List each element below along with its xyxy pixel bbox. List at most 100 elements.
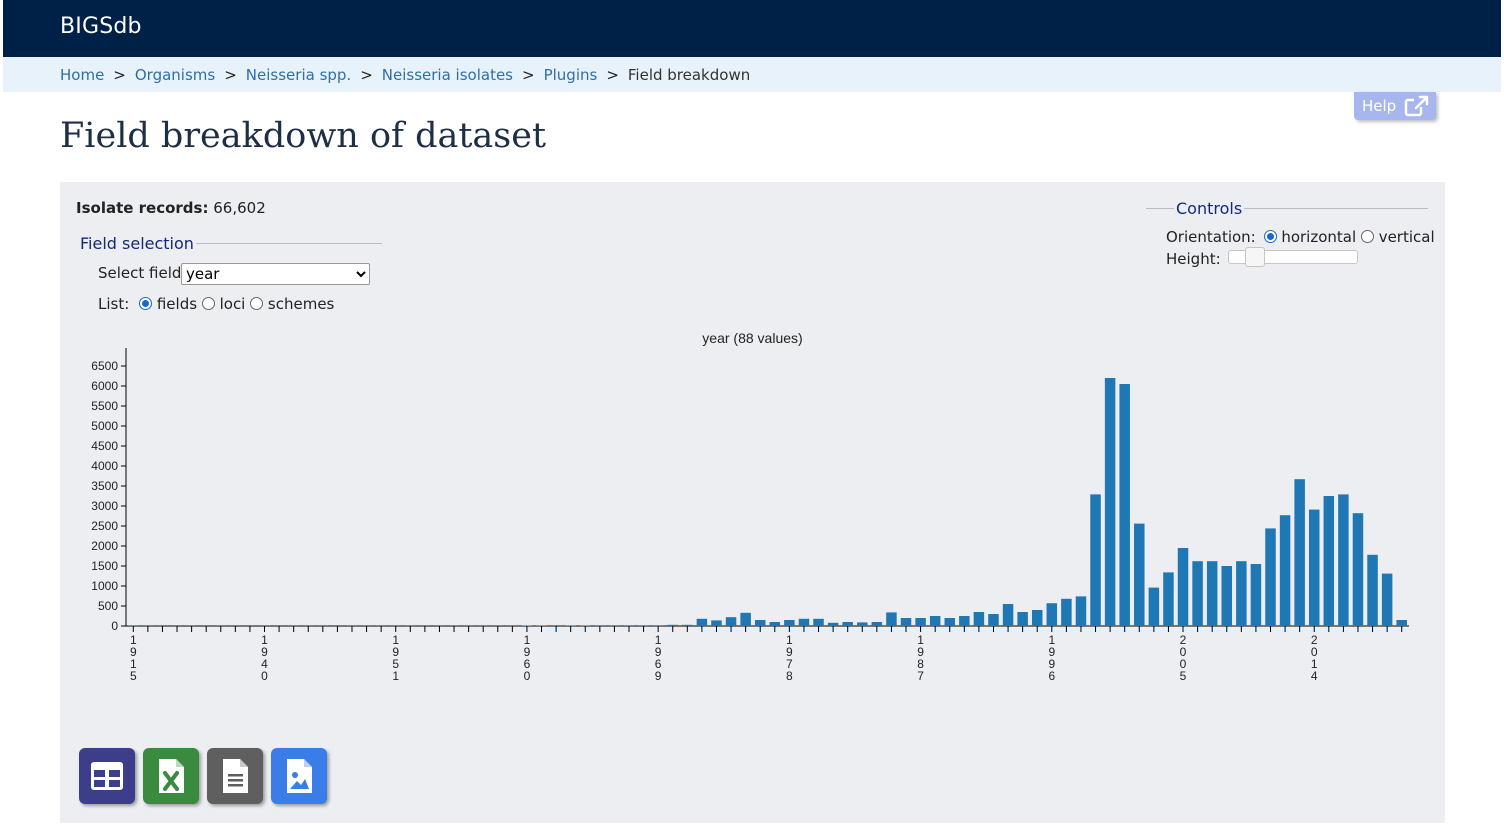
image-export-button[interactable] [271,748,327,804]
radio-vertical[interactable]: vertical [1360,228,1435,246]
chart-bar[interactable] [959,616,970,626]
chart-bar[interactable] [1046,603,1058,626]
chart-bar[interactable] [1192,561,1203,626]
chart-bar[interactable] [1381,573,1393,626]
isolate-records-label: Isolate records: [76,199,209,217]
chart-bar[interactable] [1221,566,1233,626]
breadcrumb-separator: > [606,66,619,84]
y-tick-label: 5000 [91,419,118,433]
chart-bar[interactable] [1279,515,1291,626]
top-header-bar: BIGSdb [3,0,1501,57]
chart-bar[interactable] [1294,479,1305,626]
chart-bar[interactable] [1352,513,1364,626]
chart-bar[interactable] [1367,554,1378,626]
chart-bar[interactable] [1002,604,1014,626]
controls-legend: Controls [1176,199,1243,218]
chart-bar[interactable] [1134,523,1145,626]
chart-bar[interactable] [711,620,722,626]
chart-bar[interactable] [667,624,678,626]
table-view-button[interactable] [79,748,135,804]
chart-bar[interactable] [740,612,751,626]
radio-loci-indicator[interactable] [201,297,215,310]
chart-bar[interactable] [1323,496,1335,626]
help-button[interactable]: Help [1354,92,1436,120]
chart-bar[interactable] [1177,548,1189,626]
chart-bar[interactable] [857,622,868,626]
radio-schemes-indicator[interactable] [250,297,264,310]
table-icon [91,762,123,790]
chart-bar[interactable] [682,624,693,626]
y-tick-label: 6000 [91,379,118,393]
text-file-icon [223,759,248,793]
breadcrumb-bar: Home > Organisms > Neisseria spp. > Neisseria … [3,57,1501,92]
list-type-row: List: fields loci schemes [98,295,334,313]
chart-bar[interactable] [696,618,708,626]
chart-bar[interactable] [929,616,941,626]
chart-bar[interactable] [871,622,883,626]
breadcrumb-home[interactable]: Home [60,66,105,84]
chart-bar[interactable] [565,625,576,626]
field-selection-fieldset: Field selection [78,234,382,253]
radio-horizontal-label[interactable]: horizontal [1281,228,1357,246]
chart-bar[interactable] [798,618,810,626]
chart-bar[interactable] [1250,564,1262,626]
radio-horizontal[interactable]: horizontal [1263,228,1357,246]
chart-bar[interactable] [1163,572,1174,626]
chart-bar[interactable] [900,618,912,626]
field-select[interactable]: year [181,263,370,285]
chart-bar[interactable] [1338,494,1349,626]
radio-fields[interactable]: fields [139,295,197,313]
chart-bar[interactable] [1206,561,1218,626]
radio-loci-label[interactable]: loci [219,295,246,313]
chart-bar[interactable] [1396,620,1407,626]
chart-bar[interactable] [1308,509,1320,626]
radio-horizontal-indicator[interactable] [1263,230,1277,243]
radio-fields-label[interactable]: fields [156,295,198,313]
radio-loci[interactable]: loci [201,295,246,313]
chart-bar[interactable] [1148,587,1160,626]
chart-bar[interactable] [754,620,766,626]
height-slider[interactable] [1228,247,1358,267]
breadcrumb-plugins[interactable]: Plugins [543,66,598,84]
chart-bar[interactable] [1090,494,1101,626]
chart-bar[interactable] [842,622,853,626]
radio-fields-indicator[interactable] [139,297,153,310]
height-slider-handle[interactable] [1245,247,1265,267]
text-export-button[interactable] [207,748,263,804]
chart-bar[interactable] [580,625,591,626]
chart-bar[interactable] [1104,378,1116,626]
chart-bar[interactable] [973,612,985,626]
breakdown-panel: Isolate records: 66,602 Field selection … [60,182,1445,823]
chart-bar[interactable] [1061,598,1072,626]
chart-bar[interactable] [1075,596,1087,626]
chart-bar[interactable] [1119,384,1130,626]
chart-bar[interactable] [886,612,897,626]
chart-bar[interactable] [769,622,781,626]
radio-vertical-indicator[interactable] [1360,230,1374,243]
chart-bar[interactable] [944,618,956,626]
radio-schemes[interactable]: schemes [250,295,334,313]
brand-logo-text[interactable]: BIGSdb [60,14,142,39]
chart-bar[interactable] [536,625,547,626]
radio-schemes-label[interactable]: schemes [267,295,335,313]
chart-bar[interactable] [1265,528,1276,626]
page-title: Field breakdown of dataset [60,116,547,156]
chart-bar[interactable] [827,622,839,626]
chart-bar[interactable] [1236,561,1247,626]
chart-bar[interactable] [915,618,926,626]
chart-bar[interactable] [988,614,999,626]
y-tick-label: 4500 [91,439,118,453]
excel-export-button[interactable] [143,748,199,804]
chart-bar[interactable] [550,625,562,626]
breadcrumb-neisseria-spp[interactable]: Neisseria spp. [245,66,352,84]
chart-bar[interactable] [1017,612,1028,626]
breadcrumb-separator: > [113,66,126,84]
breadcrumb-neisseria-isolates[interactable]: Neisseria isolates [381,66,513,84]
radio-vertical-label[interactable]: vertical [1378,228,1435,246]
chart-bar[interactable] [725,617,737,626]
breadcrumb-organisms[interactable]: Organisms [134,66,216,84]
chart-bar[interactable] [813,618,824,626]
chart-bar[interactable] [1031,610,1043,626]
chart-bar[interactable] [784,620,795,626]
